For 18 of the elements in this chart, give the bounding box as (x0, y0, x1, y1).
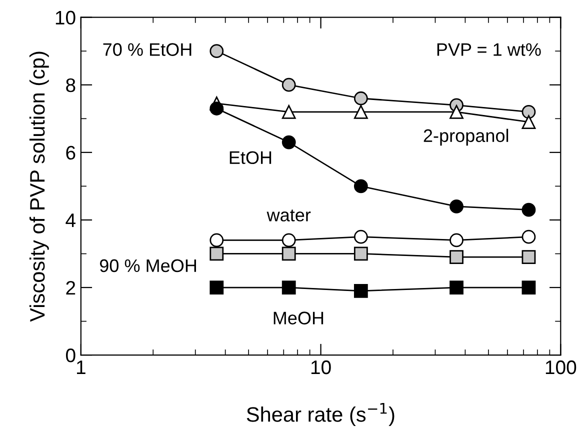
x-tick-label: 100 (546, 360, 576, 374)
y-tick-label: 6 (66, 146, 76, 160)
y-tick-label: 10 (56, 10, 76, 25)
x-axis-title: Shear rate (s$^{−1}$) (246, 403, 394, 426)
y-tick-label: 0 (66, 348, 76, 362)
y-tick-label: 8 (66, 78, 76, 92)
annotation: PVP = 1 wt% (437, 43, 541, 56)
y-tick-label: 2 (66, 280, 76, 295)
y-tick-label: 4 (66, 214, 76, 228)
legend-label: 70 % EtOH (103, 43, 192, 56)
series-label: water (266, 210, 311, 222)
series-label: 90 % MeOH (100, 259, 196, 272)
x-tick-label: 10 (311, 360, 331, 374)
x-tick-label: 1 (76, 360, 86, 374)
series-label: MeOH (274, 312, 324, 324)
y-axis-title: Viscosity of PVP solution (cp) (29, 52, 49, 322)
series-label: EtOH (230, 151, 272, 164)
series-label: 2-propanol (424, 128, 508, 146)
